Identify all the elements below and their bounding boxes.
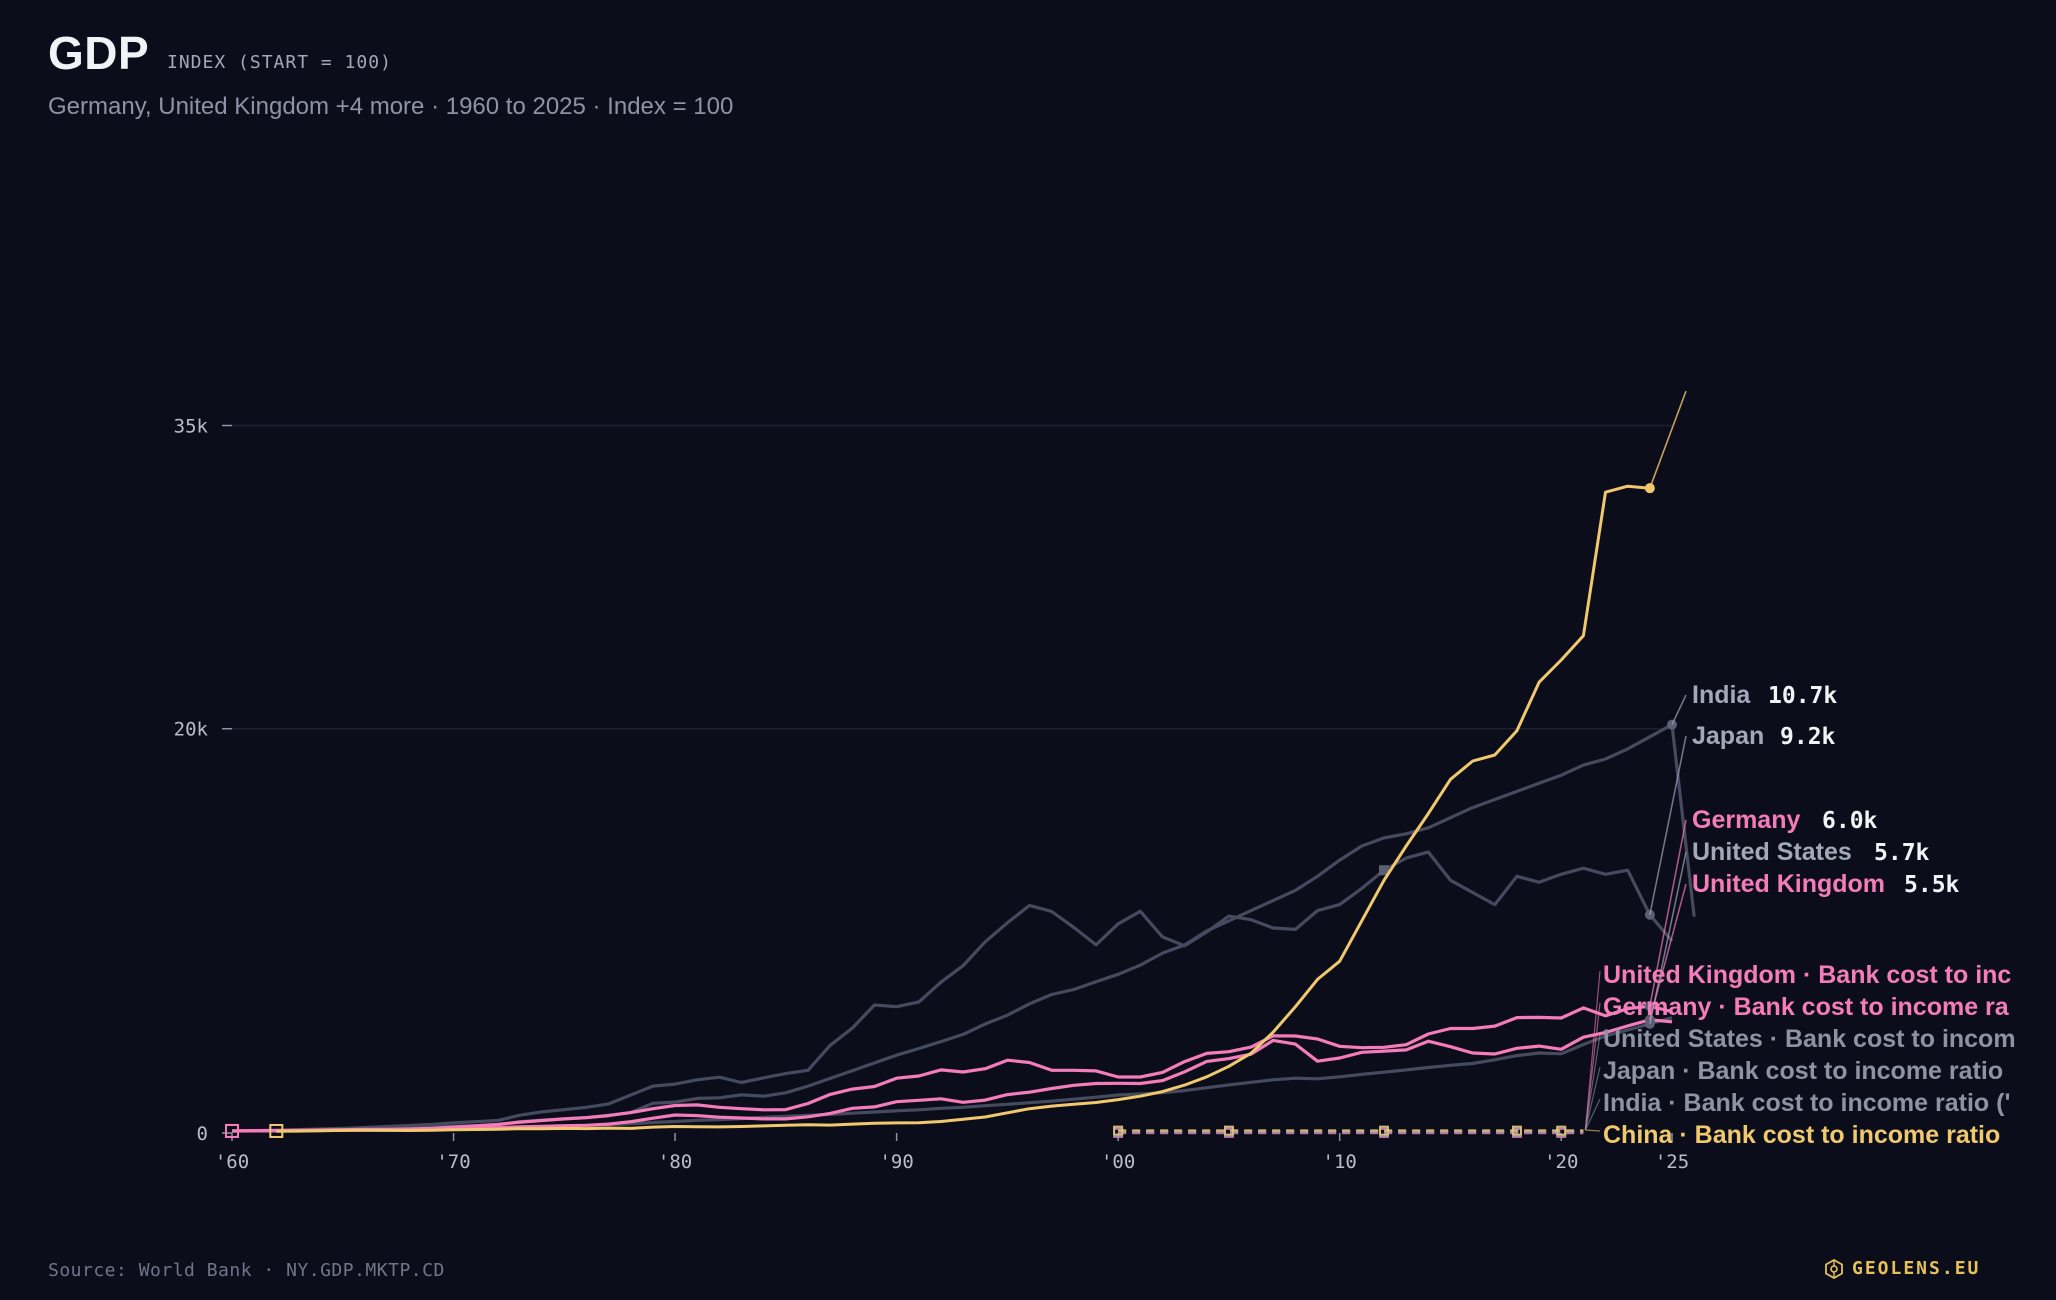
brand-name: GEOLENS.EU	[1852, 1258, 1981, 1279]
end-value-germany: 6.0k	[1822, 808, 1878, 834]
line-chart: 0 20k 35k '60 '70 '80 '90 '00 '10 '20 '25 India 10…	[174, 390, 2016, 1173]
ratio-leader	[1584, 1098, 1601, 1131]
ratio-leader	[1584, 1034, 1601, 1131]
x-tick-label: '80	[658, 1151, 692, 1173]
x-tick-label: '70	[436, 1151, 470, 1173]
x-axis: '60 '70 '80 '90 '00 '10 '20 '25	[215, 1133, 1689, 1173]
ratio-point	[1113, 1125, 1124, 1136]
label-leader-united-kingdom	[1649, 883, 1687, 1020]
ratio-label-united-kingdom: United Kingdom · Bank cost to inc	[1603, 961, 2011, 989]
series-group	[225, 390, 1696, 1138]
peak-marker-japan	[1379, 865, 1389, 876]
ratio-label-india: India · Bank cost to income ratio ('	[1603, 1089, 2010, 1117]
ratio-leader	[1584, 1002, 1601, 1131]
chart-unit-label: INDEX (START = 100)	[167, 52, 392, 73]
geolens-logo-icon	[1825, 1258, 1843, 1279]
ratio-leader	[1585, 1129, 1601, 1132]
x-tick-label: '00	[1101, 1151, 1135, 1173]
end-label-united-states: United States	[1692, 838, 1852, 866]
end-value-united-states: 5.7k	[1874, 840, 1930, 866]
ratio-label-united-states: United States · Bank cost to incom	[1603, 1025, 2016, 1053]
ratio-series-group	[1113, 1125, 1584, 1138]
y-axis: 0 20k 35k	[174, 416, 232, 1145]
overshoot-line-china	[1649, 390, 1687, 489]
end-label-germany: Germany	[1692, 806, 1800, 834]
chart-subtitle: Germany, United Kingdom +4 more · 1960 t…	[48, 93, 734, 120]
end-value-united-kingdom: 5.5k	[1904, 872, 1960, 898]
series-line-india	[231, 723, 1696, 1133]
label-leader-japan	[1649, 735, 1687, 915]
x-tick-label: '90	[879, 1151, 913, 1173]
y-tick-label: 35k	[174, 416, 209, 438]
ratio-point	[1224, 1125, 1234, 1136]
end-value-japan: 9.2k	[1780, 724, 1836, 750]
label-leader-india	[1671, 694, 1687, 725]
ratio-point	[1556, 1125, 1567, 1136]
ratio-leader	[1584, 1066, 1601, 1131]
y-tick-label: 0	[197, 1123, 208, 1145]
label-leader-germany	[1649, 819, 1687, 1007]
grid-lines	[232, 424, 1672, 730]
end-value-india: 10.7k	[1768, 683, 1837, 709]
chart-title: GDP	[48, 27, 150, 79]
ratio-leader	[1584, 970, 1601, 1131]
end-label-japan: Japan	[1692, 722, 1764, 750]
series-line-germany	[231, 1004, 1673, 1133]
start-marker-china	[269, 1123, 284, 1138]
brand-link[interactable]: GEOLENS.EU	[1824, 1258, 1980, 1279]
ratio-point	[1512, 1125, 1522, 1136]
ratio-label-japan: Japan · Bank cost to income ratio	[1603, 1057, 2003, 1085]
ratio-label-china: China · Bank cost to income ratio	[1603, 1121, 2000, 1149]
start-marker-united-kingdom	[225, 1123, 239, 1138]
x-tick-label: '60	[215, 1151, 249, 1173]
x-tick-label: '25	[1655, 1151, 1689, 1173]
x-tick-label: '10	[1323, 1151, 1357, 1173]
ratio-label-germany: Germany · Bank cost to income ra	[1603, 993, 2010, 1021]
end-label-united-kingdom: United Kingdom	[1692, 870, 1885, 898]
series-line-united-states	[231, 1016, 1673, 1133]
ratio-point	[1379, 1125, 1389, 1136]
x-tick-label: '20	[1544, 1151, 1578, 1173]
series-line-japan	[231, 850, 1674, 1133]
series-line-china	[276, 484, 1650, 1133]
y-tick-label: 20k	[174, 719, 209, 741]
source-note: Source: World Bank · NY.GDP.MKTP.CD	[48, 1260, 445, 1281]
end-label-india: India	[1692, 681, 1751, 709]
